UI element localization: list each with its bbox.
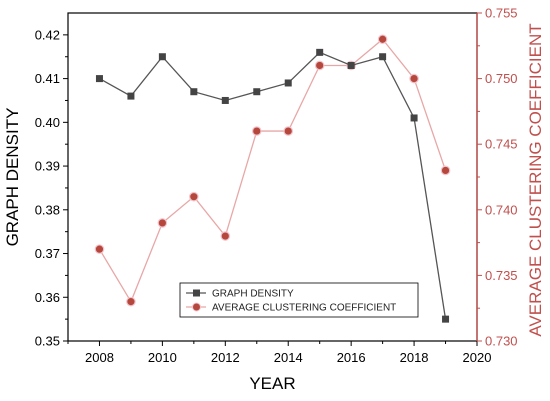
x-tick-label: 2016 bbox=[337, 350, 366, 365]
left-y-tick-label: 0.37 bbox=[35, 246, 60, 261]
right-y-tick-label: 0.730 bbox=[485, 334, 518, 349]
x-tick-label: 2008 bbox=[85, 350, 114, 365]
legend-label: GRAPH DENSITY bbox=[212, 289, 294, 300]
x-tick-label: 2010 bbox=[148, 350, 177, 365]
legend-box bbox=[179, 282, 419, 318]
x-tick-label: 2020 bbox=[463, 350, 492, 365]
avg-clustering-point bbox=[409, 73, 419, 84]
avg-clustering-point bbox=[377, 34, 388, 45]
left-y-tick-label: 0.41 bbox=[35, 71, 60, 86]
right-y-axis-title: AVERAGE CLUSTERING COEFFICIENT bbox=[526, 23, 545, 336]
legend-circle-marker bbox=[192, 302, 201, 312]
left-y-tick-label: 0.38 bbox=[35, 202, 60, 217]
series-line-graph-density bbox=[99, 51, 447, 320]
left-y-axis-title: GRAPH DENSITY bbox=[3, 108, 22, 247]
series bbox=[94, 34, 451, 323]
avg-clustering-point bbox=[189, 191, 199, 202]
right-y-tick-label: 0.755 bbox=[485, 6, 518, 21]
avg-clustering-point bbox=[220, 231, 231, 241]
x-axis-title: YEAR bbox=[249, 374, 295, 393]
graph-density-point bbox=[284, 79, 292, 87]
legend-square-marker bbox=[193, 289, 200, 297]
graph-density-point bbox=[190, 88, 198, 96]
axes: 2008 2010 2012 2014 2016 2018 2020 YEAR 0.35 0.36… bbox=[3, 6, 545, 394]
left-y-tick-label: 0.35 bbox=[35, 334, 60, 349]
graph-density-point bbox=[410, 114, 418, 122]
avg-clustering-point bbox=[157, 218, 168, 228]
graph-density-point bbox=[158, 53, 166, 61]
right-y-tick-label: 0.735 bbox=[485, 268, 518, 283]
left-y-tick-label: 0.40 bbox=[35, 115, 60, 130]
graph-density-point bbox=[221, 96, 229, 104]
graph-density-point bbox=[253, 88, 261, 96]
legend-label: AVERAGE CLUSTERING COEFFICIENT bbox=[212, 303, 396, 314]
right-y-tick-label: 0.750 bbox=[485, 71, 518, 86]
avg-clustering-point bbox=[314, 60, 325, 71]
series-line-avg-clustering bbox=[98, 38, 447, 304]
legend: GRAPH DENSITY AVERAGE CLUSTERING COEFFICI… bbox=[179, 282, 419, 318]
avg-clustering-point bbox=[94, 244, 105, 254]
graph-density-point bbox=[95, 75, 103, 83]
left-y-tick-label: 0.36 bbox=[35, 290, 60, 305]
avg-clustering-point bbox=[440, 165, 451, 176]
graph-density-point bbox=[442, 315, 450, 323]
graph-density-point bbox=[316, 48, 324, 56]
avg-clustering-point bbox=[283, 126, 294, 136]
right-y-tick-label: 0.745 bbox=[485, 137, 518, 152]
right-y-tick-label: 0.740 bbox=[485, 202, 518, 217]
x-tick-label: 2018 bbox=[400, 350, 429, 365]
left-y-tick-label: 0.42 bbox=[35, 27, 60, 42]
graph-density-point bbox=[379, 53, 387, 61]
x-tick-label: 2012 bbox=[211, 350, 240, 365]
left-y-tick-label: 0.39 bbox=[35, 159, 60, 174]
graph-density-point bbox=[127, 92, 135, 100]
graph-density-point bbox=[347, 61, 355, 69]
avg-clustering-point bbox=[126, 296, 136, 307]
avg-clustering-point bbox=[251, 126, 262, 136]
x-tick-label: 2014 bbox=[274, 350, 303, 365]
